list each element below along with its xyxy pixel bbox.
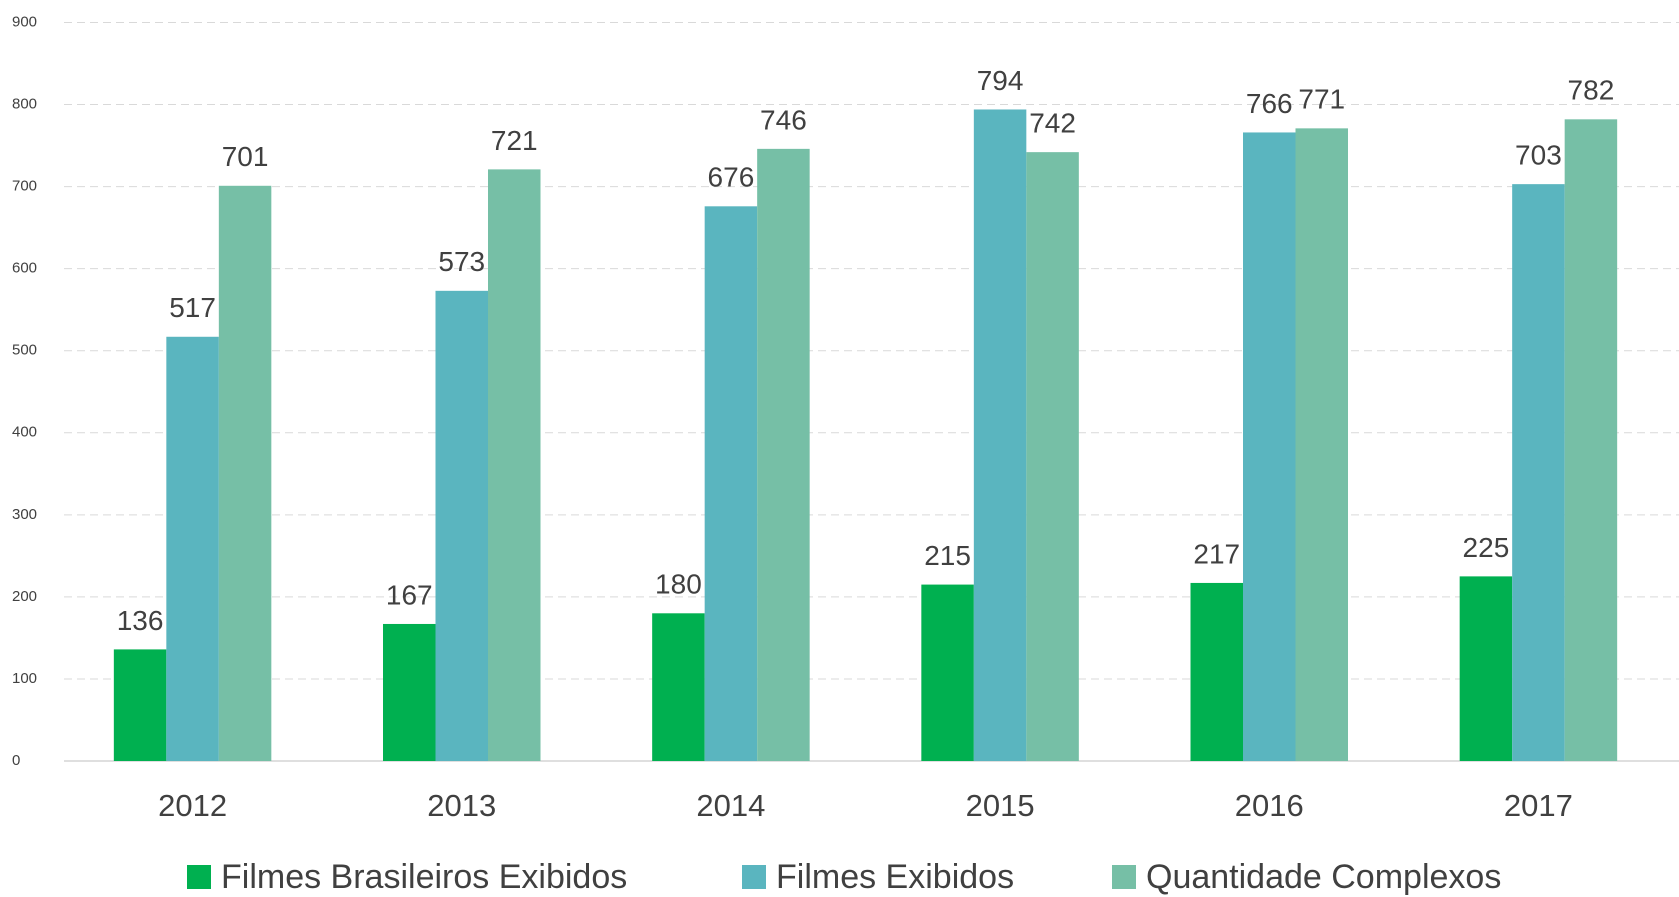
bar <box>1459 576 1513 761</box>
y-tick-label: 300 <box>12 506 37 523</box>
bar <box>652 613 705 761</box>
legend-label: Quantidade Complexos <box>1146 858 1501 896</box>
y-tick-label: 900 <box>12 13 37 30</box>
data-label: 703 <box>1515 140 1562 171</box>
bar <box>1190 582 1243 761</box>
data-label: 180 <box>655 569 702 600</box>
y-tick-label: 400 <box>12 424 37 441</box>
bar <box>921 584 974 761</box>
bar <box>1243 132 1296 761</box>
y-tick-label: 100 <box>12 670 37 687</box>
legend-swatch <box>742 865 766 889</box>
y-tick-label: 200 <box>12 588 37 605</box>
y-tick-label: 800 <box>12 96 37 113</box>
y-tick-label: 700 <box>12 178 37 195</box>
bar <box>1026 152 1079 762</box>
bar <box>1295 128 1348 761</box>
data-label: 771 <box>1298 84 1345 115</box>
x-tick-label: 2016 <box>1235 788 1304 823</box>
bar <box>704 206 758 761</box>
legend-swatch <box>1112 865 1136 889</box>
legend-label: Filmes Brasileiros Exibidos <box>221 858 627 896</box>
y-tick-label: 500 <box>12 342 37 359</box>
legend-swatch <box>187 865 211 889</box>
bar <box>218 185 272 762</box>
data-label: 721 <box>491 125 538 156</box>
bar <box>488 169 541 761</box>
data-label: 746 <box>760 104 807 135</box>
bar <box>973 109 1027 762</box>
data-label: 701 <box>222 141 269 172</box>
data-label: 517 <box>169 292 216 323</box>
data-label: 676 <box>708 162 755 193</box>
data-label: 217 <box>1193 538 1240 569</box>
x-tick-label: 2014 <box>696 788 765 823</box>
y-tick-label: 600 <box>12 260 37 277</box>
data-label: 742 <box>1029 108 1076 139</box>
data-label: 794 <box>977 65 1024 96</box>
data-label: 766 <box>1246 88 1293 119</box>
x-tick-label: 2013 <box>427 788 496 823</box>
x-tick-label: 2012 <box>158 788 227 823</box>
x-tick-label: 2015 <box>966 788 1035 823</box>
data-label: 167 <box>386 579 433 610</box>
data-label: 136 <box>117 605 164 636</box>
y-tick-label: 0 <box>12 752 20 769</box>
bar <box>757 148 810 762</box>
bar <box>1512 184 1565 762</box>
x-tick-label: 2017 <box>1504 788 1573 823</box>
legend-label: Filmes Exibidos <box>776 858 1014 896</box>
bar <box>113 649 167 761</box>
bar <box>383 623 436 761</box>
bar <box>1564 119 1618 761</box>
data-label: 225 <box>1463 532 1510 563</box>
data-label: 215 <box>924 540 971 571</box>
bar <box>166 336 219 761</box>
data-label: 573 <box>438 246 485 277</box>
data-label: 782 <box>1568 75 1615 106</box>
bar <box>435 290 488 761</box>
